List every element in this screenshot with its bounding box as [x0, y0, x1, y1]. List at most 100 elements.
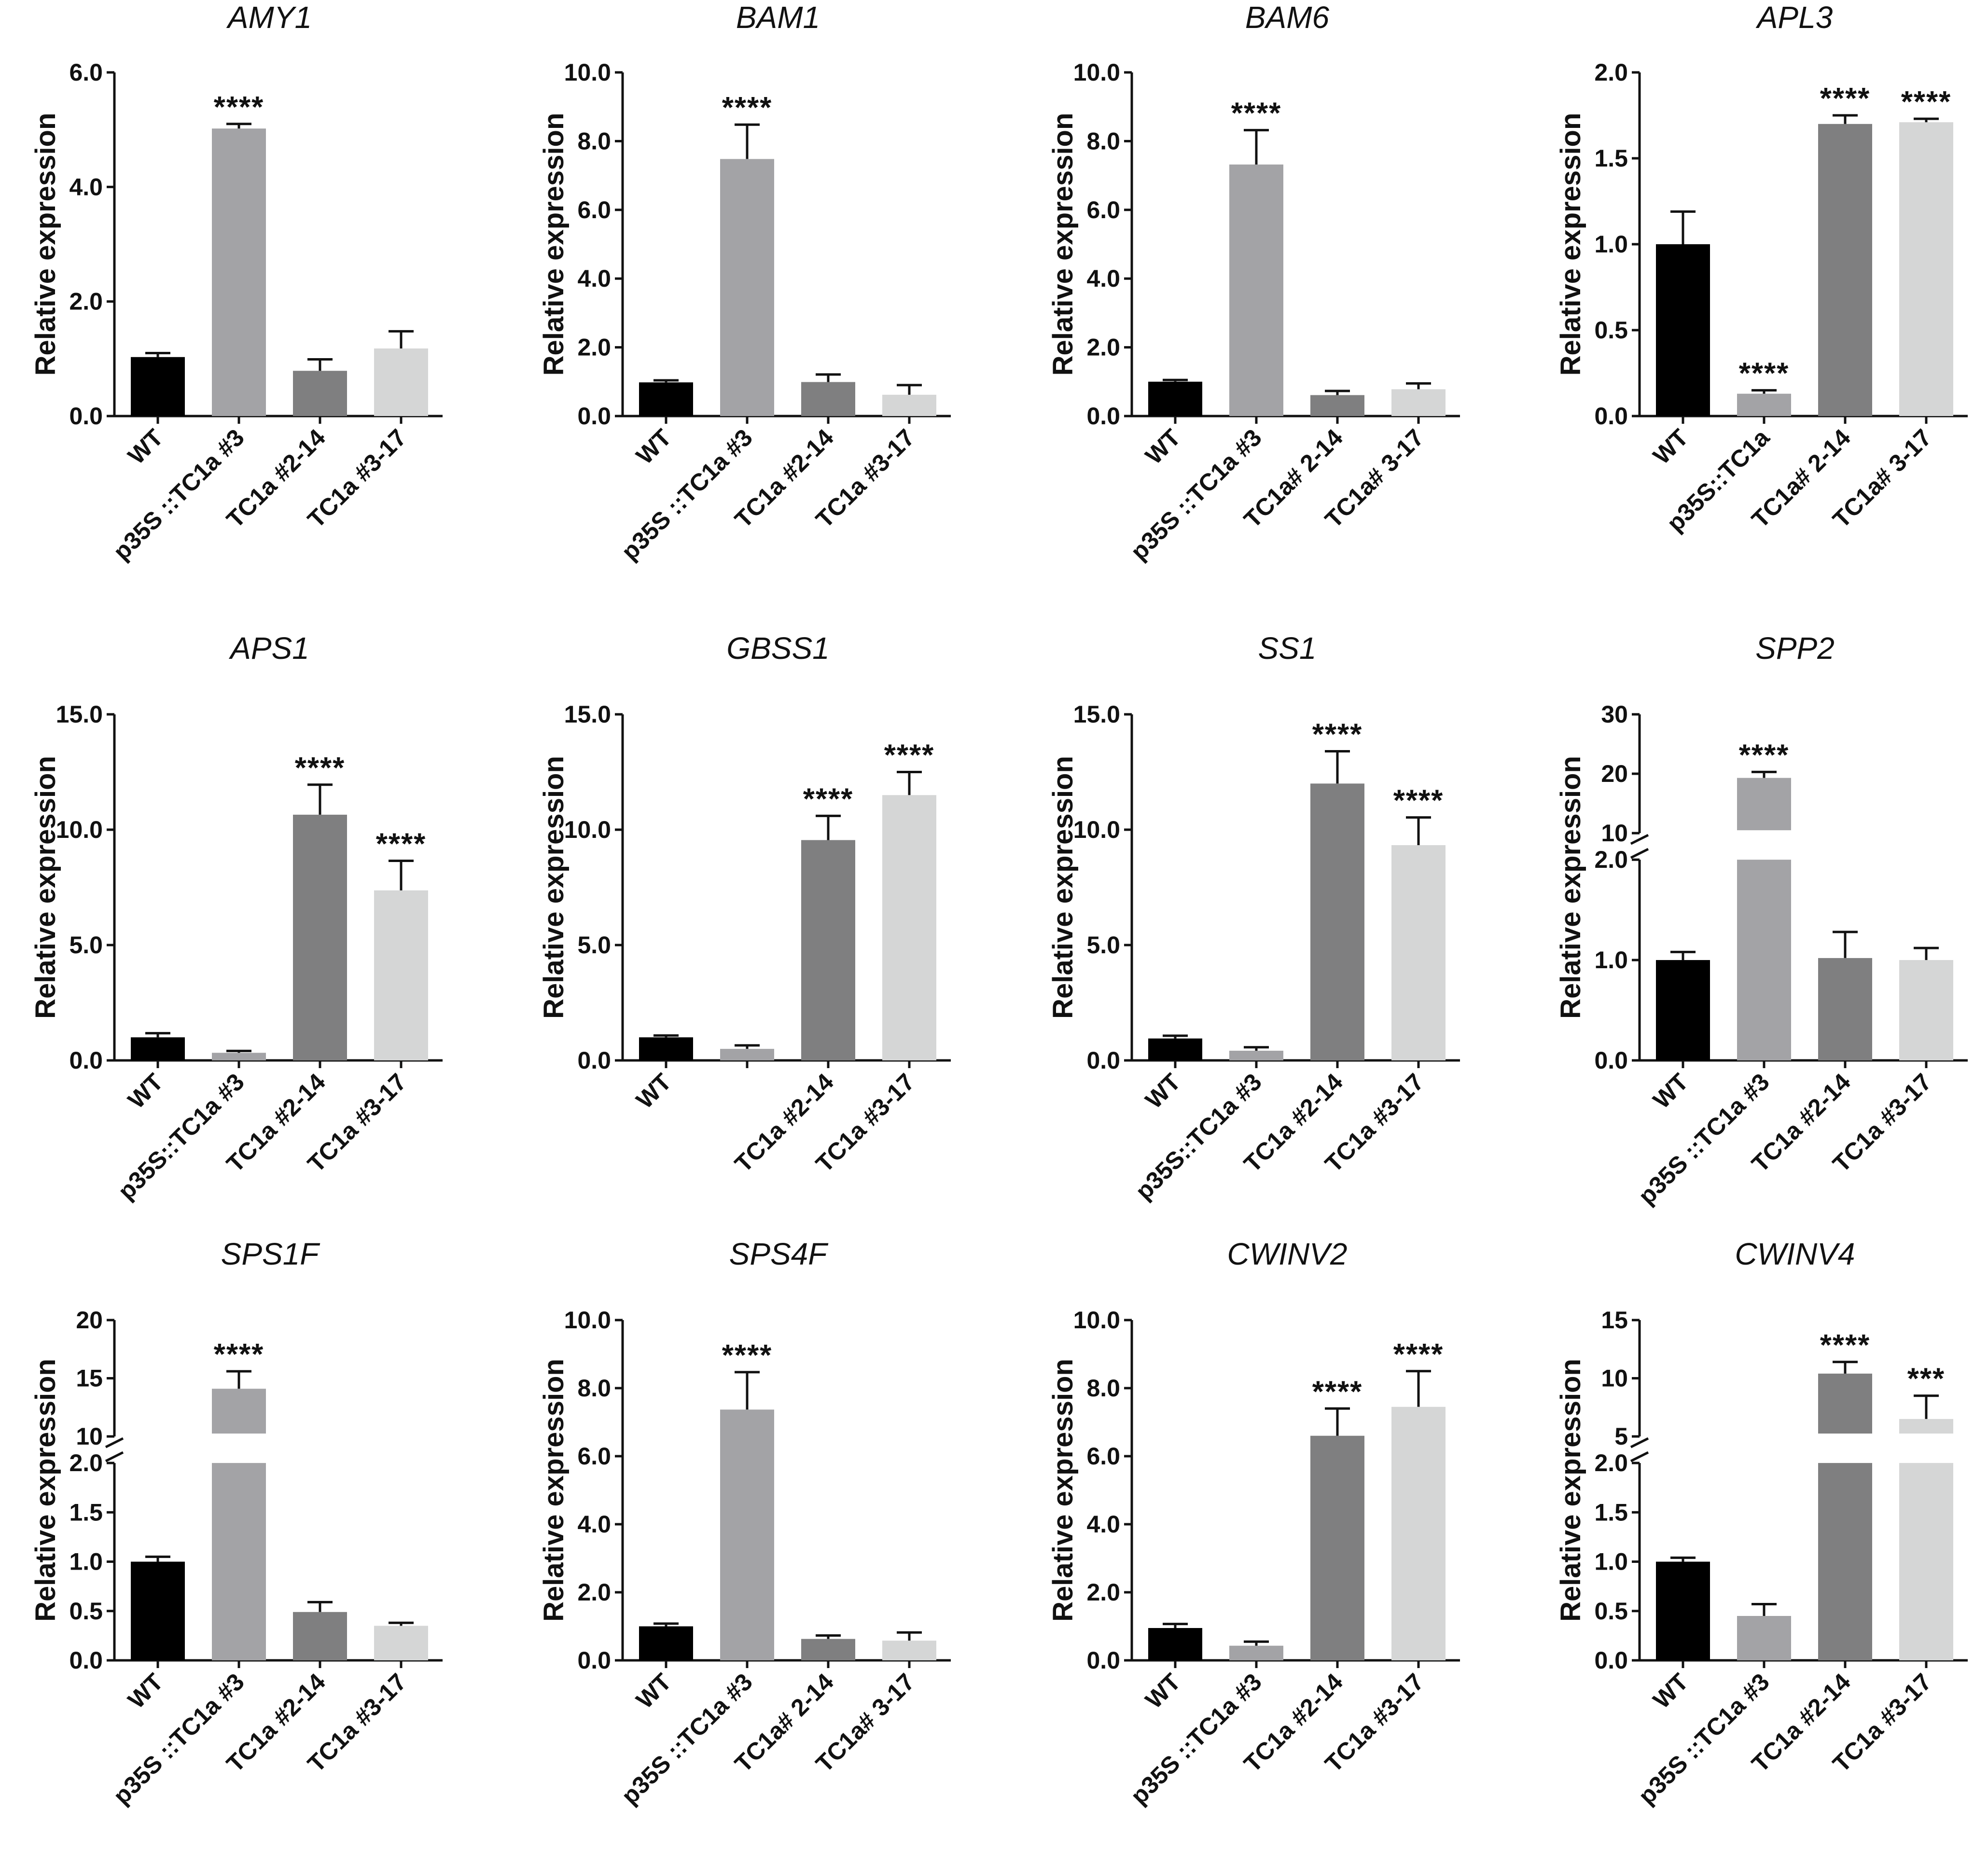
- axis-break-mark: [1630, 834, 1649, 845]
- panel-bam6: BAM6 Relative expression 0.0 2.0 4.0 6.0 8.0 10…: [1047, 0, 1460, 565]
- panel-title: SPS4F: [729, 1237, 829, 1271]
- y-axis-label: Relative expression: [30, 1359, 61, 1622]
- bar: [1818, 1463, 1872, 1660]
- significance-label: ****: [803, 782, 854, 816]
- panel-amy1: AMY1 Relative expression 0.0 2.0 4.0 6.0 WT ***…: [30, 0, 443, 565]
- panel-bam1: BAM1 Relative expression 0.0 2.0 4.0 6.0 8.0 10…: [538, 0, 951, 565]
- panel-title: SS1: [1258, 631, 1317, 666]
- y-tick-label: 10: [1601, 820, 1628, 847]
- y-tick-label: 15.0: [564, 701, 611, 728]
- bar: [293, 1612, 347, 1660]
- bar: [801, 840, 855, 1060]
- y-tick-label: 10.0: [1073, 1307, 1120, 1334]
- y-tick-label: 15.0: [1073, 701, 1120, 728]
- y-tick-label: 10: [1601, 1365, 1628, 1392]
- significance-label: ****: [376, 828, 427, 861]
- y-tick-label: 2.0: [577, 334, 611, 361]
- y-tick-label: 0.5: [1594, 1598, 1628, 1625]
- bar: [131, 357, 185, 416]
- bar: [1899, 1463, 1953, 1660]
- bar: [720, 1409, 774, 1660]
- bar: [801, 382, 855, 416]
- x-category-label: WT: [123, 1668, 168, 1714]
- y-tick-label: 1.5: [1594, 145, 1628, 172]
- axis-break-mark: [105, 1451, 124, 1462]
- panel-apl3: APL3 Relative expression 0.0 0.5 1.0 1.5 2.0 WT…: [1555, 0, 1968, 537]
- significance-label: ****: [1312, 718, 1363, 751]
- y-tick-label: 2.0: [1594, 846, 1628, 873]
- y-tick-label: 0.0: [69, 1647, 103, 1674]
- significance-label: ***: [1907, 1363, 1945, 1396]
- y-axis-label: Relative expression: [1555, 756, 1586, 1019]
- axis-break-mark: [105, 1437, 124, 1448]
- y-tick-label: 0.5: [69, 1598, 103, 1625]
- bar: [1229, 164, 1283, 416]
- bar: [212, 128, 266, 416]
- bar: [212, 1463, 266, 1660]
- y-axis-label: Relative expression: [538, 756, 570, 1019]
- x-category-label: WT: [123, 424, 168, 470]
- y-tick-label: 2.0: [69, 1449, 103, 1476]
- x-category-label: WT: [123, 1068, 168, 1114]
- bar: [639, 1626, 693, 1660]
- y-tick-label: 5.0: [577, 932, 611, 959]
- bar: [1391, 389, 1446, 416]
- bar: [131, 1037, 185, 1060]
- significance-label: ****: [884, 739, 935, 772]
- bar: [1310, 1435, 1364, 1660]
- axis-break-mark: [1630, 1437, 1649, 1448]
- significance-label: ****: [722, 1339, 773, 1372]
- y-tick-label: 10: [76, 1423, 103, 1450]
- bar: [639, 382, 693, 416]
- y-tick-label: 10.0: [564, 1307, 611, 1334]
- y-tick-label: 8.0: [577, 1375, 611, 1402]
- bar: [1229, 1050, 1283, 1060]
- y-tick-label: 0.0: [1594, 403, 1628, 430]
- y-tick-label: 1.0: [1594, 1548, 1628, 1575]
- bar: [212, 1389, 266, 1434]
- panel-gbss1: GBSS1 Relative expression 0.0 5.0 10.0 15.0 WT…: [538, 631, 951, 1177]
- y-tick-label: 2.0: [1086, 334, 1120, 361]
- significance-label: ****: [1231, 97, 1282, 130]
- y-tick-label: 1.0: [1594, 231, 1628, 258]
- y-tick-label: 15: [1601, 1307, 1628, 1334]
- bar: [131, 1561, 185, 1660]
- y-tick-label: 10.0: [1073, 816, 1120, 843]
- y-axis-label: Relative expression: [538, 113, 570, 376]
- panel-title: SPS1F: [221, 1237, 321, 1271]
- x-category-label: WT: [1648, 1668, 1694, 1714]
- significance-label: ****: [1393, 1338, 1444, 1371]
- x-category-label: WT: [1140, 1668, 1186, 1714]
- bar: [1737, 860, 1791, 1060]
- y-axis-label: Relative expression: [1047, 756, 1079, 1019]
- y-tick-label: 2.0: [577, 1579, 611, 1606]
- y-tick-label: 0.0: [577, 1647, 611, 1674]
- bar: [1229, 1645, 1283, 1660]
- y-tick-label: 10.0: [564, 816, 611, 843]
- x-category-label: WT: [1648, 1068, 1694, 1114]
- bar: [1656, 1561, 1710, 1660]
- bar: [374, 890, 428, 1060]
- bar: [374, 1626, 428, 1660]
- y-tick-label: 20: [1601, 760, 1628, 787]
- panel-title: CWINV4: [1735, 1237, 1855, 1271]
- y-tick-label: 20: [76, 1307, 103, 1334]
- panel-spp2: SPP2 Relative expression 0.0 1.0 2.010 20 30 WT…: [1555, 631, 1968, 1210]
- significance-label: ****: [1820, 82, 1871, 115]
- bar: [1148, 381, 1202, 416]
- y-tick-label: 10.0: [1073, 59, 1120, 86]
- x-category-label: WT: [631, 1068, 677, 1114]
- y-tick-label: 2.0: [1594, 59, 1628, 86]
- significance-label: ****: [1739, 357, 1790, 390]
- y-tick-label: 1.5: [69, 1499, 103, 1526]
- significance-label: ****: [295, 752, 346, 785]
- y-axis-label: Relative expression: [1555, 113, 1586, 376]
- y-axis-label: Relative expression: [1555, 1359, 1586, 1622]
- significance-label: ****: [722, 91, 773, 125]
- panel-cwinv2: CWINV2 Relative expression 0.0 2.0 4.0 6.0 8.0…: [1047, 1237, 1460, 1809]
- y-tick-label: 0.0: [577, 1047, 611, 1074]
- x-category-label: WT: [1140, 424, 1186, 470]
